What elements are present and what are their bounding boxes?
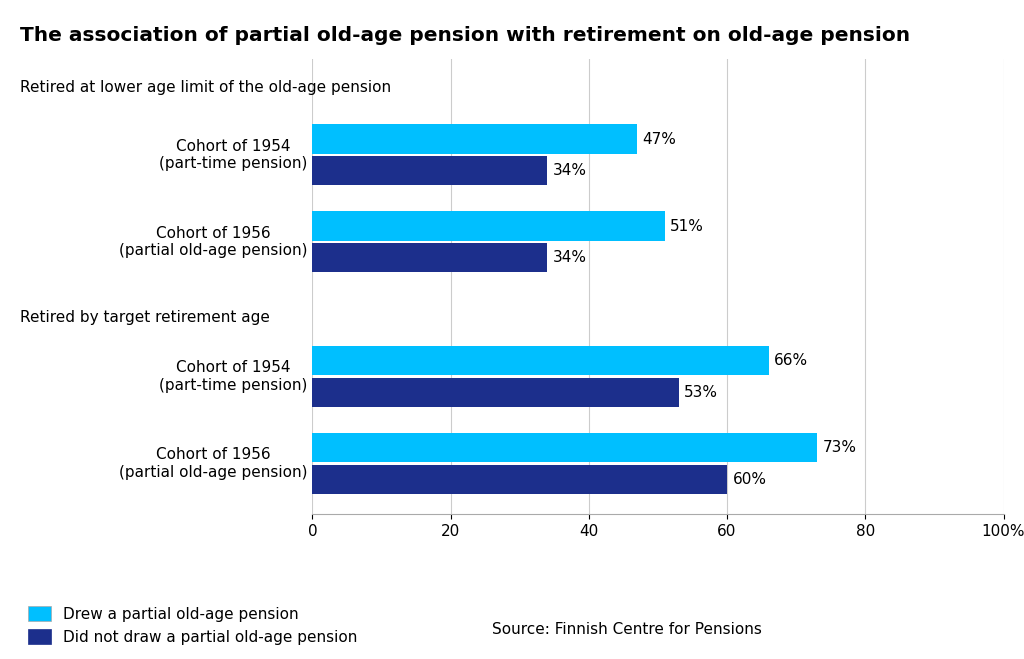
Text: 51%: 51% <box>671 219 705 233</box>
Text: 34%: 34% <box>553 250 587 265</box>
Text: Retired by target retirement age: Retired by target retirement age <box>20 310 270 325</box>
Text: 66%: 66% <box>774 353 808 368</box>
Text: Cohort of 1954
(part-time pension): Cohort of 1954 (part-time pension) <box>159 360 307 393</box>
Legend: Drew a partial old-age pension, Did not draw a partial old-age pension: Drew a partial old-age pension, Did not … <box>28 606 357 645</box>
Bar <box>312 346 768 376</box>
Bar <box>312 212 665 241</box>
Text: 73%: 73% <box>822 440 856 455</box>
Text: Cohort of 1954
(part-time pension): Cohort of 1954 (part-time pension) <box>159 138 307 171</box>
Text: 47%: 47% <box>643 132 677 146</box>
Text: 60%: 60% <box>732 472 767 487</box>
Bar <box>312 243 547 272</box>
Bar <box>312 125 637 154</box>
Text: Cohort of 1956
(partial old-age pension): Cohort of 1956 (partial old-age pension) <box>119 225 307 258</box>
Text: 34%: 34% <box>553 163 587 178</box>
Bar <box>312 156 547 185</box>
Text: Source: Finnish Centre for Pensions: Source: Finnish Centre for Pensions <box>492 622 762 637</box>
Bar <box>312 465 727 494</box>
Text: The association of partial old-age pension with retirement on old-age pension: The association of partial old-age pensi… <box>20 26 910 45</box>
Text: 53%: 53% <box>684 385 718 400</box>
Bar <box>312 433 817 463</box>
Text: Cohort of 1956
(partial old-age pension): Cohort of 1956 (partial old-age pension) <box>119 447 307 480</box>
Text: Retired at lower age limit of the old-age pension: Retired at lower age limit of the old-ag… <box>20 80 391 95</box>
Bar <box>312 378 679 407</box>
